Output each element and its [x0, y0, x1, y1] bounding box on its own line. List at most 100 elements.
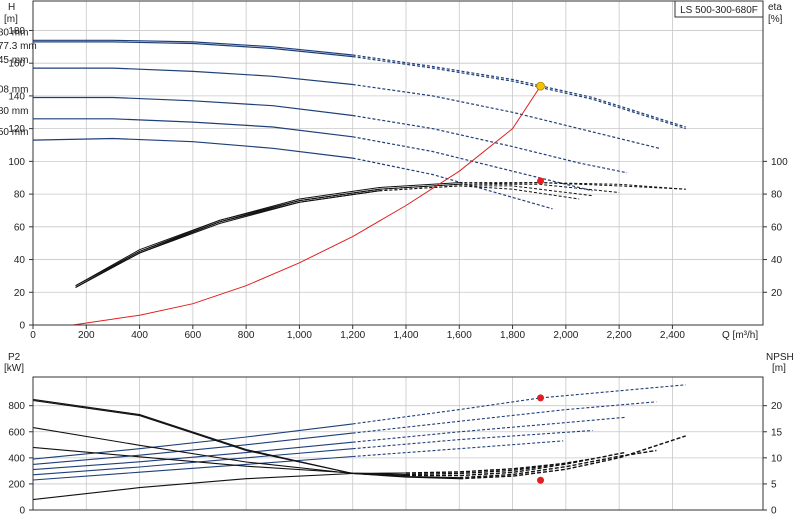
y-left-tick-label: 80 [14, 190, 26, 201]
y-left-tick-label: 60 [14, 222, 26, 233]
x-tick-label: 1,600 [447, 330, 472, 341]
y-right-tick-label: 100 [771, 157, 788, 168]
curve-label: 608 mm [0, 85, 28, 96]
x-tick-label: 0 [30, 330, 36, 341]
top-series-group: 680 mm 677.3 mm 645 mm 608 mm 580 mm 550 mm [0, 27, 686, 326]
x-tick-label: 2,200 [607, 330, 632, 341]
head-curve-dashed-645 [352, 83, 660, 149]
head-curve-680 [33, 39, 353, 56]
bottom-plot-frame [32, 376, 764, 511]
efficiency-curve [75, 190, 380, 288]
p2-tick-label: 200 [8, 479, 25, 490]
curve-label: 550 mm [0, 127, 28, 138]
npsh-tick-label: 15 [771, 427, 783, 438]
y-right-tick-label: 80 [771, 190, 783, 201]
bottom-series-group [32, 384, 686, 501]
bottom-y-left-unit: [kW] [4, 363, 24, 374]
npsh-tick-label: 10 [771, 453, 783, 464]
npsh-curve [32, 427, 407, 477]
npsh-curve-dashed [459, 435, 686, 480]
y-left-tick-label: 180 [8, 26, 25, 37]
x-tick-label: 2,000 [553, 330, 578, 341]
bottom-tick-labels: 0 200 400 600 800 0 5 10 15 20 [8, 401, 782, 516]
npsh-curve [32, 399, 460, 479]
y-left-tick-label: 40 [14, 255, 26, 266]
curve-label: 645 mm [0, 55, 28, 66]
efficiency-curve [75, 190, 380, 287]
efficiency-curve [75, 183, 460, 288]
operating-point [536, 81, 545, 91]
y-left-tick-label: 140 [8, 91, 25, 102]
curve-label: 680 mm [0, 27, 28, 38]
x-tick-label: 600 [185, 330, 202, 341]
y-left-tick-label: 0 [19, 321, 25, 332]
top-y-left-title: H [8, 2, 15, 13]
y-left-tick-label: 160 [8, 59, 25, 70]
y-left-tick-label: 100 [8, 157, 25, 168]
power-curve-680 [32, 423, 353, 460]
x-tick-label: 1,200 [340, 330, 365, 341]
curve-label: 677.3 mm [0, 41, 37, 52]
head-curve-dashed-6773 [352, 56, 686, 130]
x-tick-label: 200 [78, 330, 95, 341]
efficiency-curve [75, 188, 380, 287]
model-label: LS 500-300-680F [680, 5, 758, 16]
top-y-left-unit: [m] [4, 14, 18, 25]
head-curve-dashed-608 [352, 114, 628, 174]
x-tick-label: 2,400 [660, 330, 685, 341]
y-right-tick-label: 40 [771, 255, 783, 266]
power-curve-608 [32, 441, 353, 471]
top-plot-frame [32, 0, 764, 326]
top-grid [29, 1, 767, 329]
x-tick-label: 1,800 [500, 330, 525, 341]
power-curve-580 [32, 448, 353, 476]
head-curve-580 [33, 118, 353, 138]
power-curve-dashed-645 [352, 401, 657, 434]
operating-point [537, 394, 545, 402]
p2-tick-label: 800 [8, 401, 25, 412]
x-tick-label: 1,400 [393, 330, 418, 341]
model-label-box [674, 0, 764, 18]
power-curve-dashed-580 [352, 429, 593, 450]
head-curve-dashed-550 [352, 157, 553, 210]
top-y-right-unit: [%] [768, 14, 783, 25]
p2-tick-label: 400 [8, 453, 25, 464]
x-tick-label: 800 [238, 330, 255, 341]
power-curve-dashed-680 [352, 384, 686, 425]
head-curve-dashed-680 [352, 54, 686, 128]
operating-point [537, 177, 545, 185]
npsh-tick-label: 0 [771, 506, 777, 517]
x-tick-label: 1,000 [287, 330, 312, 341]
npsh-tick-label: 20 [771, 401, 783, 412]
efficiency-curve-dashed [379, 185, 580, 200]
p2-tick-label: 600 [8, 427, 25, 438]
y-right-tick-label: 20 [771, 288, 783, 299]
power-curve-dashed-608 [352, 416, 625, 443]
efficiency-curve-dashed [379, 183, 620, 193]
top-tick-labels: 0 200 400 600 800 1,000 1,200 1,400 1,600 1,800 2,… [8, 26, 788, 341]
bottom-grid [29, 377, 767, 511]
head-curve-645 [33, 67, 353, 86]
p2-tick-label: 0 [19, 506, 25, 517]
x-axis-label: Q [m³/h] [722, 330, 758, 341]
npsh-tick-label: 5 [771, 479, 777, 490]
power-curve-550 [32, 455, 353, 481]
head-curve-608 [33, 96, 353, 117]
top-y-right-title: eta [768, 2, 782, 13]
npsh-curve-dashed [405, 462, 564, 474]
operating-point [537, 476, 545, 484]
y-left-tick-label: 120 [8, 124, 25, 135]
power-curve-645 [32, 432, 353, 465]
curve-label: 580 mm [0, 106, 28, 117]
bottom-y-right-unit: [m] [772, 363, 786, 374]
npsh-curve [32, 472, 407, 501]
y-right-tick-label: 60 [771, 222, 783, 233]
npsh-curve-dashed [405, 458, 593, 476]
x-tick-label: 400 [131, 330, 148, 341]
bottom-y-left-title: P2 [8, 352, 21, 363]
head-curve-6773 [33, 41, 353, 58]
head-curve-550 [32, 137, 353, 159]
npsh-curve-dashed [459, 449, 657, 479]
